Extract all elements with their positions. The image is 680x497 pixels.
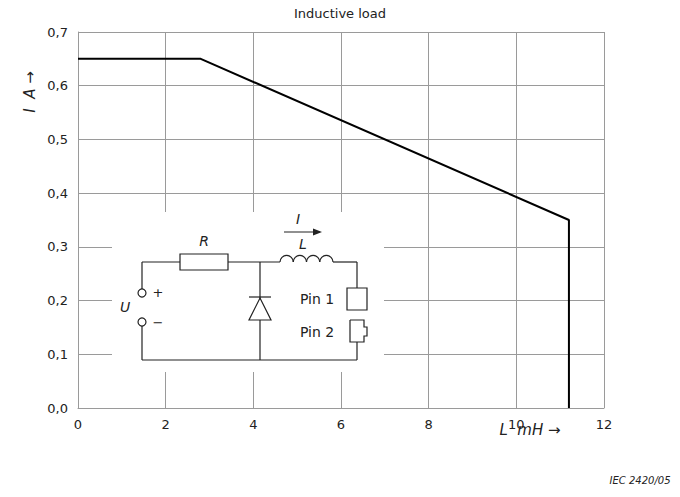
svg-text:4: 4	[249, 417, 257, 432]
svg-text:0,5: 0,5	[47, 132, 68, 147]
svg-text:0,0: 0,0	[47, 401, 68, 416]
svg-text:0,6: 0,6	[47, 78, 68, 93]
svg-text:Pin 1: Pin 1	[300, 291, 334, 307]
svg-text:IEC 2420/05: IEC 2420/05	[610, 475, 671, 486]
svg-text:I A →: I A →	[21, 71, 39, 113]
svg-text:+: +	[153, 285, 164, 300]
svg-text:I: I	[296, 211, 300, 227]
svg-text:U: U	[120, 299, 130, 315]
svg-text:0,3: 0,3	[47, 239, 68, 254]
svg-text:2: 2	[162, 417, 170, 432]
svg-text:0,4: 0,4	[47, 186, 68, 201]
svg-text:12: 12	[596, 417, 613, 432]
svg-text:−: −	[153, 315, 164, 330]
svg-text:8: 8	[425, 417, 433, 432]
svg-text:L mH →: L mH →	[499, 421, 560, 439]
svg-text:6: 6	[337, 417, 345, 432]
svg-text:0: 0	[74, 417, 82, 432]
svg-text:L: L	[299, 236, 307, 252]
svg-text:Inductive load: Inductive load	[294, 6, 386, 21]
svg-text:Pin 2: Pin 2	[300, 324, 334, 340]
svg-text:0,7: 0,7	[47, 25, 68, 40]
svg-text:R: R	[199, 233, 209, 249]
svg-text:0,2: 0,2	[47, 293, 68, 308]
svg-text:0,1: 0,1	[47, 347, 68, 362]
